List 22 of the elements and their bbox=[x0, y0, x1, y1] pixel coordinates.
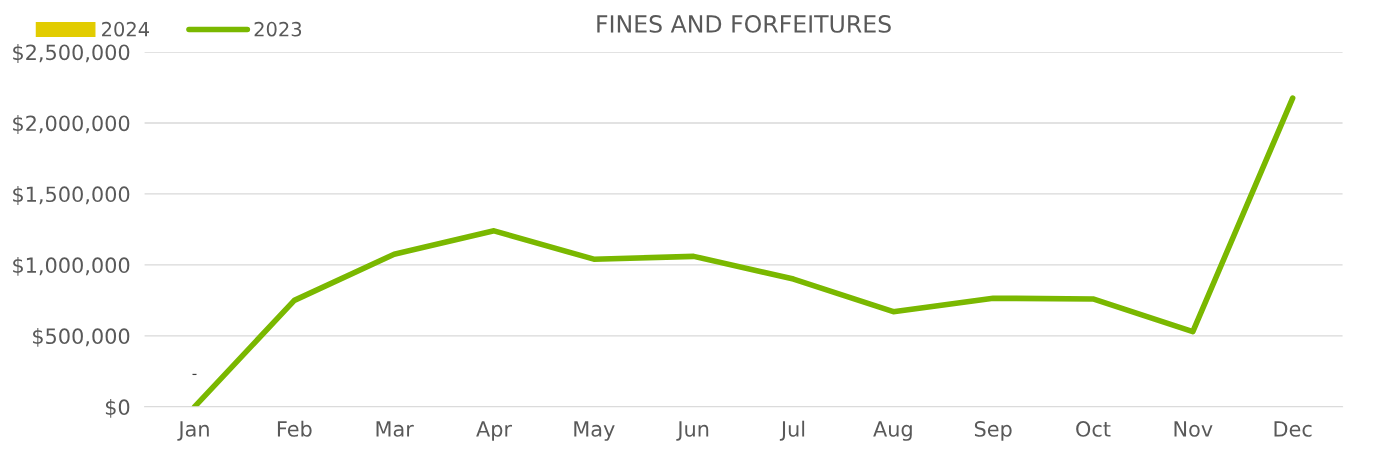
x-tick-label: Feb bbox=[277, 420, 312, 437]
y-tick-label: $2,500,000 bbox=[13, 44, 130, 63]
y-tick-label: $1,000,000 bbox=[13, 256, 130, 276]
x-tick-label: Nov bbox=[1174, 421, 1213, 437]
y-tick-label: $0 bbox=[105, 398, 130, 418]
x-tick-label: Oct bbox=[1076, 421, 1111, 437]
x-tick-label: Mar bbox=[376, 421, 414, 437]
y-tick-label: $1,500,000 bbox=[13, 185, 130, 205]
x-tick-label: Aug bbox=[873, 421, 912, 441]
y-tick-label: $500,000 bbox=[33, 327, 130, 347]
chart-title: FINES AND FORFEITURES bbox=[597, 15, 891, 33]
x-tick-label: Jun bbox=[676, 421, 709, 441]
x-tick-label: Apr bbox=[476, 421, 513, 441]
legend-label: 2024 bbox=[102, 21, 150, 37]
legend-label: 2023 bbox=[254, 21, 302, 37]
x-tick-label: May bbox=[574, 421, 615, 441]
data-label: - bbox=[192, 373, 197, 376]
x-tick-label: Jan bbox=[177, 421, 209, 441]
y-tick-label: $2,000,000 bbox=[13, 115, 130, 134]
x-tick-label: Jul bbox=[779, 420, 805, 441]
x-tick-label: Sep bbox=[974, 421, 1012, 441]
x-tick-label: Dec bbox=[1274, 421, 1312, 437]
